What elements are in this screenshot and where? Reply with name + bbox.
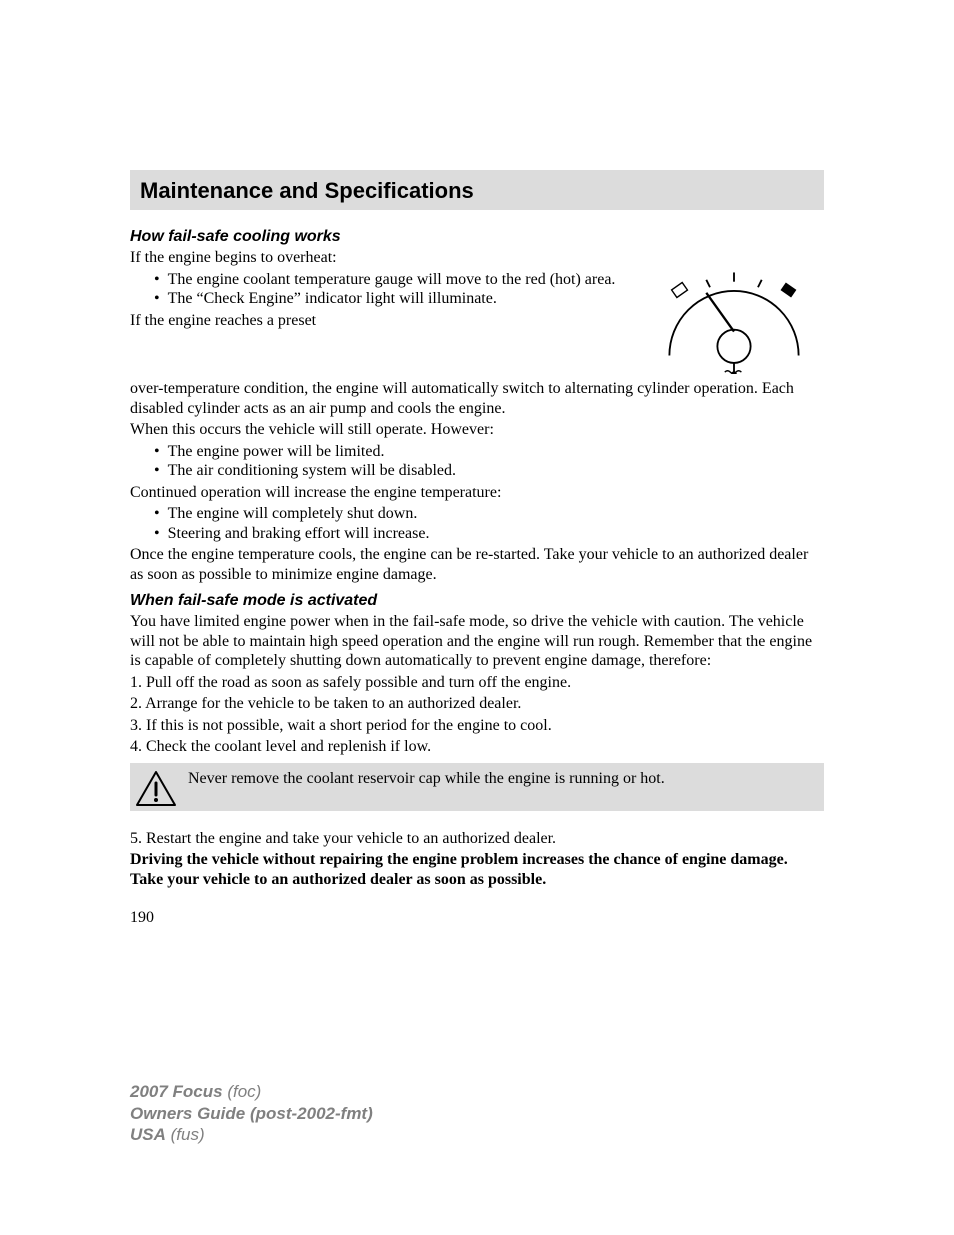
- footer-block: 2007 Focus (foc) Owners Guide (post-2002…: [130, 1081, 373, 1145]
- footer-line-2: Owners Guide (post-2002-fmt): [130, 1103, 373, 1124]
- section-title: Maintenance and Specifications: [140, 178, 814, 204]
- bold-warning-note: Driving the vehicle without repairing th…: [130, 850, 824, 889]
- step-5: 5. Restart the engine and take your vehi…: [130, 829, 824, 849]
- footer-model-code: (foc): [223, 1082, 262, 1101]
- subheading-fail-safe-mode: When fail-safe mode is activated: [130, 592, 824, 610]
- document-page: Maintenance and Specifications How fail-…: [0, 0, 954, 1235]
- list-item: The engine coolant temperature gauge wil…: [140, 270, 624, 290]
- consequences-list: The engine will completely shut down. St…: [130, 504, 824, 543]
- over-temp-paragraph: over-temperature condition, the engine w…: [130, 379, 824, 418]
- overheat-indicators-list: The engine coolant temperature gauge wil…: [130, 270, 624, 309]
- footer-region: USA: [130, 1125, 166, 1144]
- list-item: The engine will completely shut down.: [140, 504, 824, 524]
- list-item: The “Check Engine” indicator light will …: [140, 289, 624, 309]
- preset-temp-line: If the engine reaches a preset: [130, 311, 624, 331]
- list-item: Steering and braking effort will increas…: [140, 524, 824, 544]
- continued-op-line: Continued operation will increase the en…: [130, 483, 824, 503]
- step-2: 2. Arrange for the vehicle to be taken t…: [130, 694, 824, 714]
- intro-line: If the engine begins to overheat:: [130, 248, 624, 268]
- fail-safe-mode-paragraph: You have limited engine power when in th…: [130, 612, 824, 671]
- step-1: 1. Pull off the road as soon as safely p…: [130, 673, 824, 693]
- vehicle-operate-line: When this occurs the vehicle will still …: [130, 420, 824, 440]
- intro-text-column: If the engine begins to overheat: The en…: [130, 248, 624, 332]
- warning-text: Never remove the coolant reservoir cap w…: [188, 767, 665, 789]
- footer-line-1: 2007 Focus (foc): [130, 1081, 373, 1102]
- footer-region-code: (fus): [166, 1125, 205, 1144]
- subheading-fail-safe-cooling: How fail-safe cooling works: [130, 228, 824, 246]
- restart-paragraph: Once the engine temperature cools, the e…: [130, 545, 824, 584]
- temperature-gauge-icon: [644, 248, 824, 379]
- warning-triangle-icon: [134, 767, 178, 807]
- section-title-bar: Maintenance and Specifications: [130, 170, 824, 210]
- page-number: 190: [130, 909, 824, 927]
- intro-with-gauge: If the engine begins to overheat: The en…: [130, 248, 824, 379]
- list-item: The engine power will be limited.: [140, 442, 824, 462]
- step-3: 3. If this is not possible, wait a short…: [130, 716, 824, 736]
- list-item: The air conditioning system will be disa…: [140, 461, 824, 481]
- limitations-list: The engine power will be limited. The ai…: [130, 442, 824, 481]
- footer-line-3: USA (fus): [130, 1124, 373, 1145]
- step-4: 4. Check the coolant level and replenish…: [130, 737, 824, 757]
- warning-box: Never remove the coolant reservoir cap w…: [130, 763, 824, 811]
- footer-model: 2007 Focus: [130, 1082, 223, 1101]
- footer-guide: Owners Guide (post-2002-fmt): [130, 1104, 373, 1123]
